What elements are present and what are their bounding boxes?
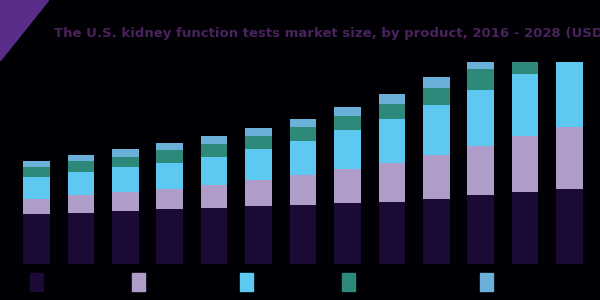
Bar	[556, 189, 583, 264]
Bar	[201, 144, 227, 157]
Bar	[157, 142, 183, 150]
Bar	[240, 273, 253, 291]
Bar	[379, 119, 405, 163]
Bar	[556, 58, 583, 127]
Bar	[512, 74, 538, 136]
Bar	[23, 214, 50, 264]
Bar	[23, 177, 50, 199]
Bar	[157, 163, 183, 189]
Bar	[334, 130, 361, 169]
Bar	[201, 184, 227, 208]
Bar	[157, 189, 183, 209]
Bar	[112, 149, 139, 157]
Bar	[245, 206, 272, 264]
Bar	[512, 136, 538, 192]
Bar	[379, 94, 405, 104]
Bar	[157, 150, 183, 163]
Bar	[334, 169, 361, 203]
Bar	[334, 203, 361, 264]
Bar	[467, 146, 494, 196]
Bar	[379, 163, 405, 202]
Bar	[201, 136, 227, 144]
Bar	[423, 155, 449, 199]
Bar	[157, 209, 183, 264]
Bar	[112, 157, 139, 167]
Bar	[68, 172, 94, 196]
Bar	[467, 196, 494, 264]
Bar	[423, 199, 449, 264]
Bar	[379, 103, 405, 119]
Bar	[556, 127, 583, 189]
Bar	[556, 20, 583, 34]
Bar	[556, 34, 583, 58]
Bar	[23, 161, 50, 167]
Bar	[290, 141, 316, 175]
Bar	[68, 196, 94, 213]
Text: The U.S. kidney function tests market size, by product, 2016 - 2028 (USD Million: The U.S. kidney function tests market si…	[54, 26, 600, 40]
Bar	[245, 136, 272, 149]
Bar	[423, 77, 449, 88]
Bar	[201, 208, 227, 264]
Bar	[512, 40, 538, 52]
Bar	[68, 155, 94, 161]
Bar	[112, 167, 139, 192]
Bar	[245, 180, 272, 206]
Bar	[467, 69, 494, 89]
Bar	[201, 157, 227, 184]
Bar	[512, 52, 538, 74]
Bar	[423, 105, 449, 155]
Bar	[245, 128, 272, 136]
Bar	[342, 273, 355, 291]
Bar	[467, 89, 494, 146]
Bar	[112, 211, 139, 264]
Bar	[467, 58, 494, 69]
Bar	[480, 273, 493, 291]
Bar	[132, 273, 145, 291]
Bar	[68, 213, 94, 264]
Bar	[290, 127, 316, 141]
Bar	[245, 149, 272, 180]
Bar	[379, 202, 405, 264]
Bar	[290, 119, 316, 127]
Bar	[112, 192, 139, 211]
Bar	[512, 192, 538, 264]
Bar	[68, 161, 94, 172]
Bar	[334, 107, 361, 116]
Bar	[30, 273, 43, 291]
Bar	[23, 199, 50, 214]
Polygon shape	[0, 0, 48, 60]
Bar	[334, 116, 361, 130]
Bar	[423, 88, 449, 105]
Bar	[290, 175, 316, 205]
Bar	[290, 205, 316, 264]
Bar	[23, 167, 50, 177]
